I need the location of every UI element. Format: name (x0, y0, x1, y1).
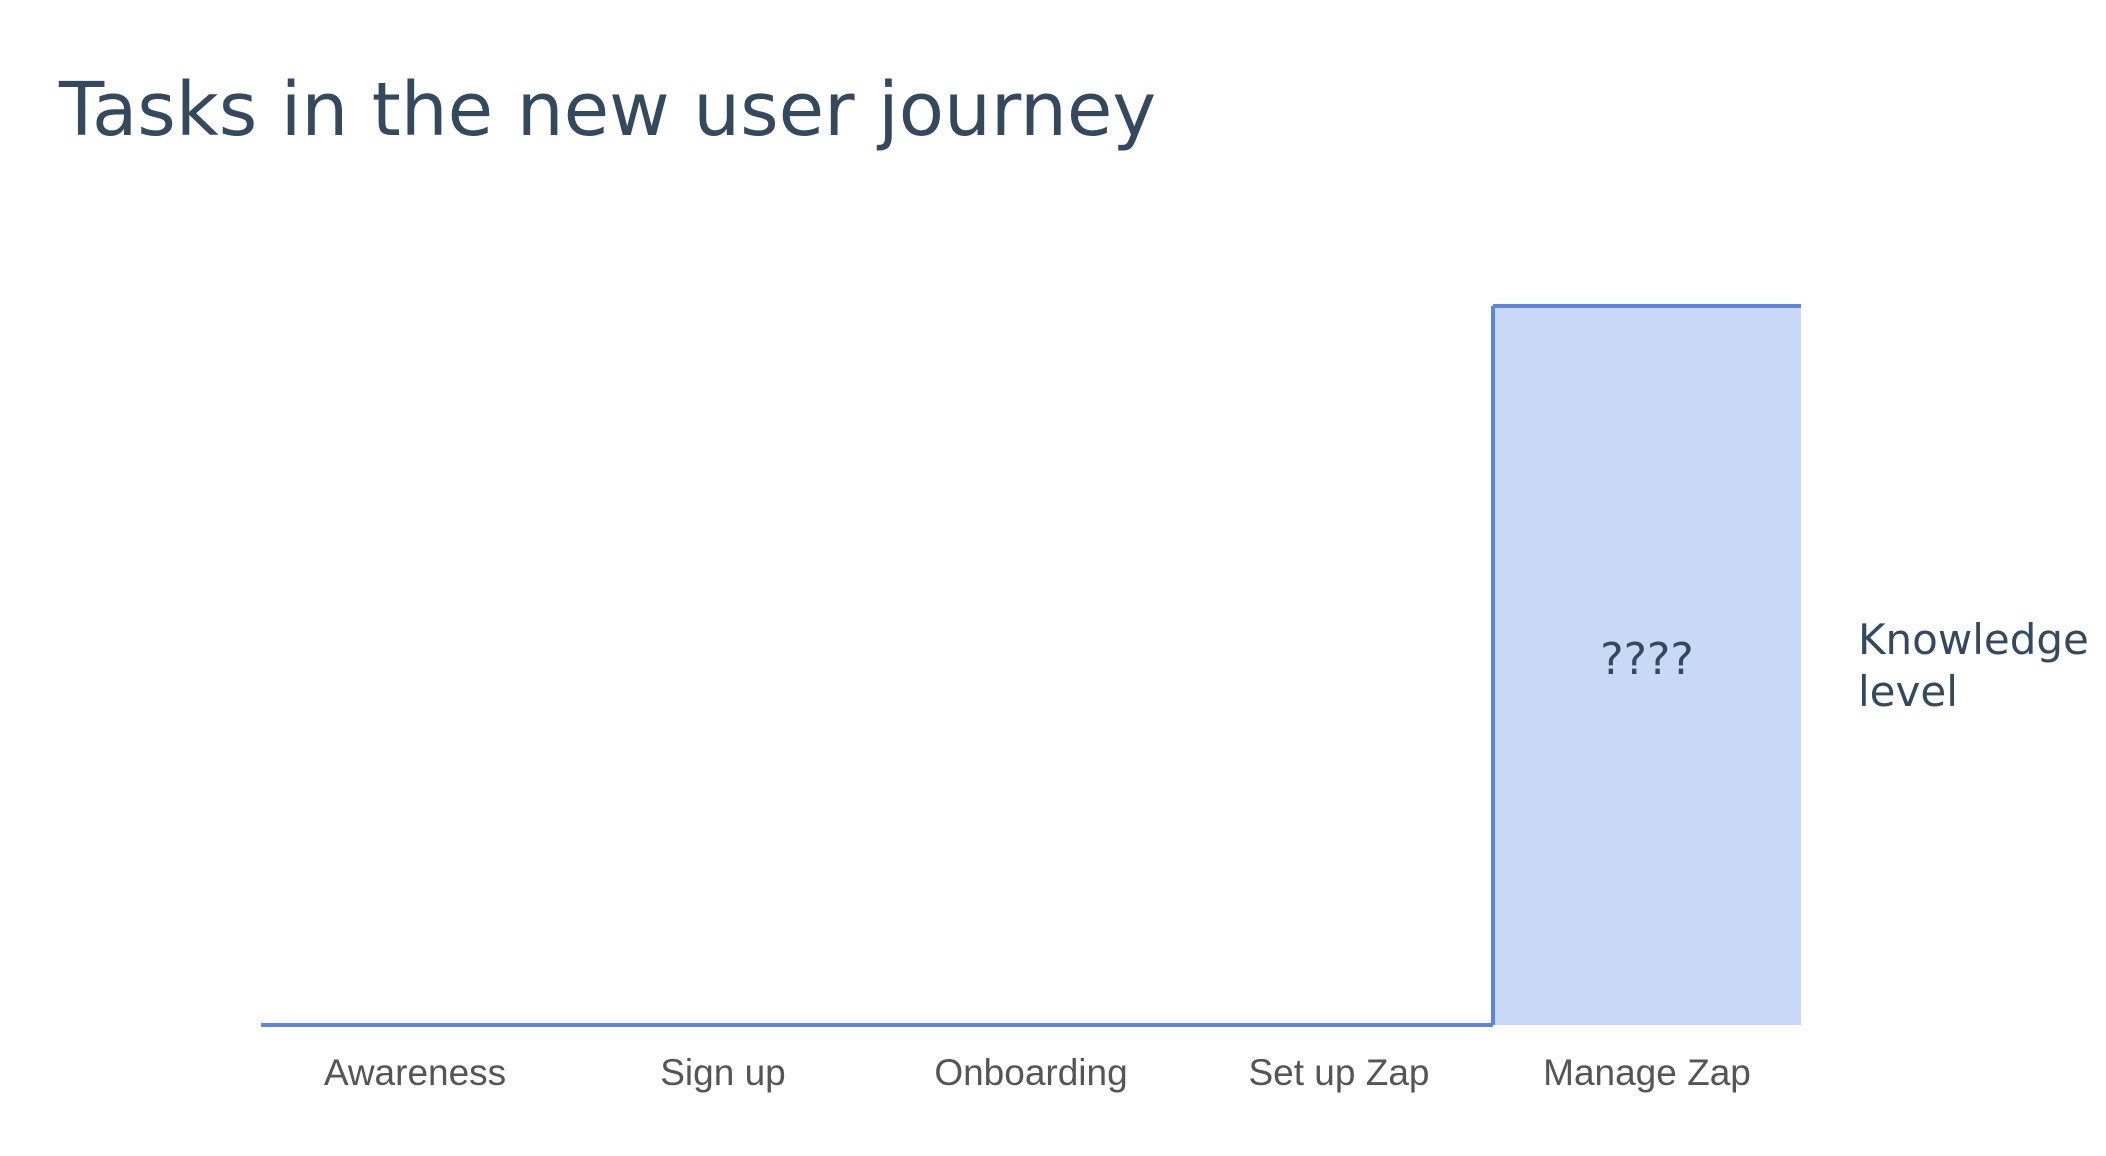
x-tick-label: Sign up (660, 1052, 786, 1093)
annotation: ???? (1600, 634, 1693, 685)
x-tick-label: Onboarding (934, 1052, 1127, 1093)
y-axis-label: Knowledge level (1858, 615, 2089, 716)
area-segment (1493, 306, 1801, 1025)
chart-title: Tasks in the new user journey (58, 67, 1156, 153)
x-tick-label: Manage Zap (1543, 1052, 1751, 1093)
x-tick-label: Set up Zap (1248, 1052, 1429, 1093)
x-tick-label: Awareness (324, 1052, 506, 1093)
